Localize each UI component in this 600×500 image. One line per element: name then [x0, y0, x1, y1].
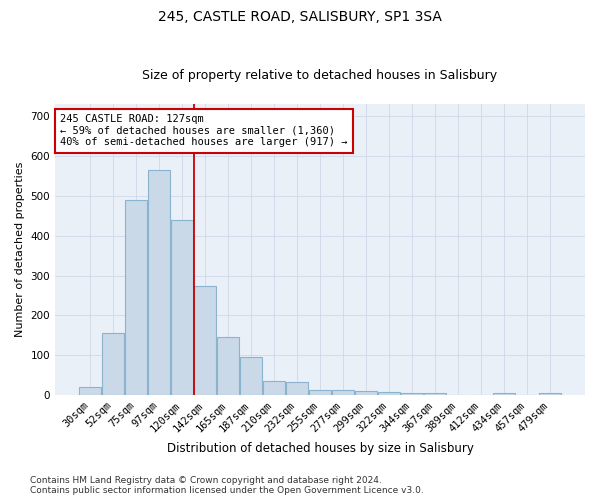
Bar	[286, 382, 308, 395]
Bar	[263, 382, 285, 395]
Bar	[240, 356, 262, 395]
Bar	[102, 334, 124, 395]
Bar	[424, 393, 446, 395]
Text: Contains HM Land Registry data © Crown copyright and database right 2024.
Contai: Contains HM Land Registry data © Crown c…	[30, 476, 424, 495]
Bar	[194, 286, 216, 395]
Y-axis label: Number of detached properties: Number of detached properties	[15, 162, 25, 338]
Bar	[332, 390, 354, 395]
Bar	[217, 338, 239, 395]
Bar	[378, 392, 400, 395]
Text: 245 CASTLE ROAD: 127sqm
← 59% of detached houses are smaller (1,360)
40% of semi: 245 CASTLE ROAD: 127sqm ← 59% of detache…	[61, 114, 348, 148]
Bar	[539, 393, 561, 395]
Bar	[171, 220, 193, 395]
Bar	[355, 391, 377, 395]
Text: 245, CASTLE ROAD, SALISBURY, SP1 3SA: 245, CASTLE ROAD, SALISBURY, SP1 3SA	[158, 10, 442, 24]
Bar	[148, 170, 170, 395]
Title: Size of property relative to detached houses in Salisbury: Size of property relative to detached ho…	[142, 69, 497, 82]
Bar	[309, 390, 331, 395]
X-axis label: Distribution of detached houses by size in Salisbury: Distribution of detached houses by size …	[167, 442, 473, 455]
Bar	[401, 393, 423, 395]
Bar	[493, 393, 515, 395]
Bar	[79, 387, 101, 395]
Bar	[125, 200, 147, 395]
